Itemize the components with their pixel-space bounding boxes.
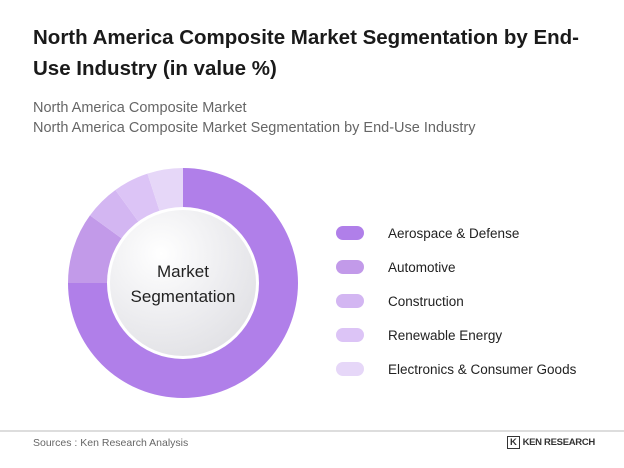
- subtitle-segmentation: North America Composite Market Segmentat…: [33, 120, 476, 136]
- footer-divider: [0, 430, 624, 432]
- subtitle-market: North America Composite Market: [33, 100, 247, 116]
- legend-swatch: [336, 294, 364, 308]
- legend-label: Renewable Energy: [388, 327, 503, 343]
- source-note: Sources : Ken Research Analysis: [33, 437, 189, 449]
- legend-swatch: [336, 260, 364, 274]
- chart-title: North America Composite Market Segmentat…: [33, 26, 579, 80]
- logo-text: KEN RESEARCH: [522, 437, 596, 448]
- legend-swatch: [336, 226, 364, 240]
- legend-item: Aerospace & Defense: [336, 216, 576, 250]
- legend-swatch: [336, 362, 364, 376]
- legend-label: Electronics & Consumer Goods: [388, 361, 577, 377]
- legend-label: Construction: [388, 293, 464, 309]
- legend: Aerospace & Defense Automotive Constructio…: [336, 216, 576, 386]
- ken-research-logo: K KEN RESEARCH: [507, 436, 596, 449]
- legend-label: Aerospace & Defense: [388, 225, 520, 241]
- donut-hole: [110, 210, 256, 356]
- center-label-line2: Segmentation: [131, 287, 236, 306]
- legend-label: Automotive: [388, 259, 456, 275]
- legend-swatch: [336, 328, 364, 342]
- donut-chart: Market Segmentation: [68, 168, 298, 398]
- legend-item: Construction: [336, 284, 576, 318]
- legend-item: Automotive: [336, 250, 576, 284]
- center-label-line1: Market: [157, 262, 209, 281]
- legend-item: Electronics & Consumer Goods: [336, 352, 576, 386]
- legend-item: Renewable Energy: [336, 318, 576, 352]
